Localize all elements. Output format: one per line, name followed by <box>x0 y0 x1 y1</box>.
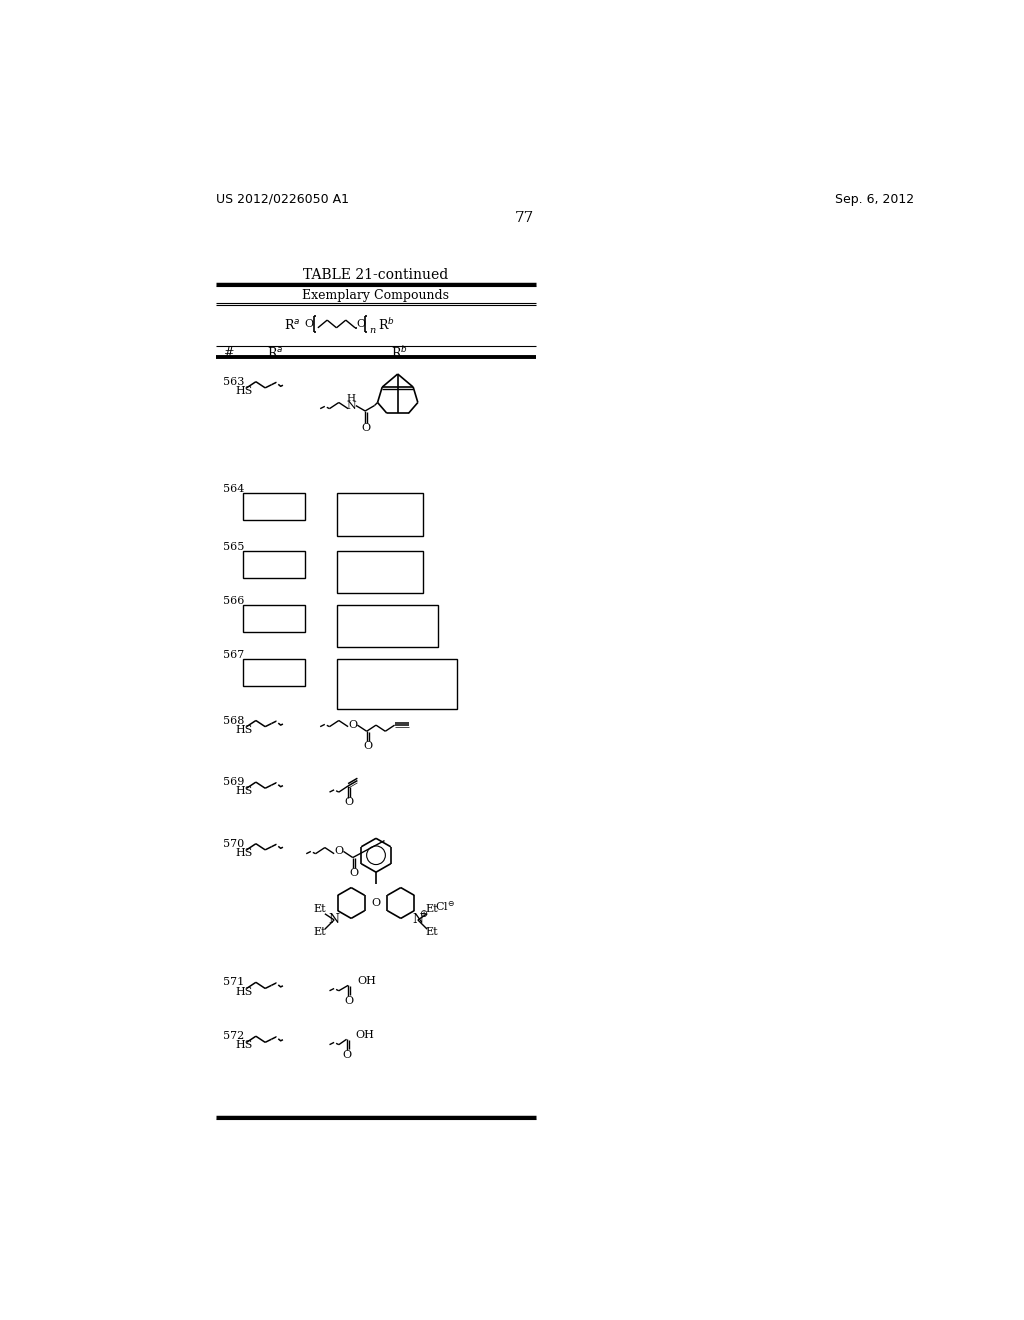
Text: Et: Et <box>426 927 438 937</box>
Text: Exemplary Compounds: Exemplary Compounds <box>302 289 450 302</box>
Text: 568: 568 <box>222 715 244 726</box>
Text: HS: HS <box>234 986 252 997</box>
Bar <box>243 659 305 686</box>
Bar <box>243 552 305 578</box>
Text: OH: OH <box>356 1030 375 1040</box>
Text: R$^b$: R$^b$ <box>391 346 408 362</box>
Text: 571: 571 <box>222 977 244 987</box>
Text: HS: HS <box>234 385 252 396</box>
Bar <box>337 605 438 647</box>
Text: Et: Et <box>314 927 327 937</box>
Bar <box>243 494 305 520</box>
Text: O: O <box>344 797 353 807</box>
Text: $\oplus$: $\oplus$ <box>420 908 429 919</box>
Text: HS: HS <box>234 1040 252 1051</box>
Text: HS: HS <box>234 725 252 735</box>
Bar <box>337 494 423 536</box>
Text: #: # <box>223 347 234 360</box>
Text: O: O <box>349 869 358 878</box>
Text: HS: HS <box>234 787 252 796</box>
Bar <box>337 659 458 709</box>
Text: O: O <box>348 721 357 730</box>
Text: 566: 566 <box>222 597 244 606</box>
Text: N: N <box>413 913 423 927</box>
Text: R$^a$: R$^a$ <box>284 318 300 333</box>
Text: 564: 564 <box>222 484 244 495</box>
Text: TABLE 21-continued: TABLE 21-continued <box>303 268 449 282</box>
Text: 569: 569 <box>222 777 244 787</box>
Text: Et: Et <box>426 904 438 915</box>
Text: O: O <box>334 846 343 857</box>
Text: R$^b$: R$^b$ <box>378 318 394 334</box>
Text: n: n <box>369 326 375 334</box>
Bar <box>337 552 423 594</box>
Text: O: O <box>344 995 353 1006</box>
Text: O: O <box>356 319 366 329</box>
Text: Et: Et <box>314 904 327 915</box>
Text: Sep. 6, 2012: Sep. 6, 2012 <box>835 193 914 206</box>
Text: H: H <box>347 395 355 403</box>
Text: Cl$^{\ominus}$: Cl$^{\ominus}$ <box>435 899 455 912</box>
Text: N: N <box>329 913 340 927</box>
Text: HS: HS <box>234 847 252 858</box>
Text: 77: 77 <box>515 211 535 224</box>
Bar <box>243 605 305 632</box>
Text: N: N <box>346 400 356 411</box>
Text: O: O <box>372 898 381 908</box>
Text: O: O <box>362 741 372 751</box>
Text: US 2012/0226050 A1: US 2012/0226050 A1 <box>216 193 348 206</box>
Text: O: O <box>361 422 371 433</box>
Text: 563: 563 <box>222 376 244 387</box>
Text: 570: 570 <box>222 838 244 849</box>
Text: O: O <box>343 1049 352 1060</box>
Text: O: O <box>305 319 314 329</box>
Text: 565: 565 <box>222 543 244 552</box>
Text: OH: OH <box>357 975 376 986</box>
Text: R$^a$: R$^a$ <box>267 346 284 360</box>
Text: 572: 572 <box>222 1031 244 1041</box>
Text: 567: 567 <box>222 649 244 660</box>
